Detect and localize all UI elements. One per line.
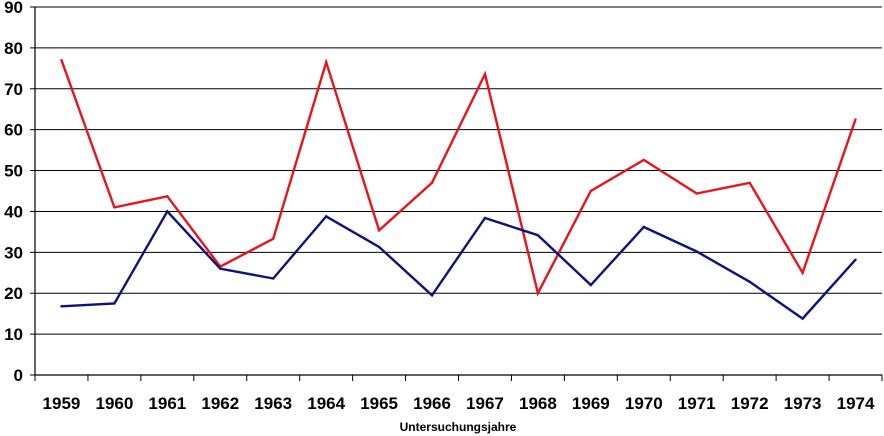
x-axis-ticks: 1959 1960 1961 1962 1963 1964 1965 1966 1967 1968… — [34, 375, 883, 413]
series-lines — [60, 58, 857, 321]
x-tick-label: 1962 — [201, 394, 239, 413]
data-point — [801, 317, 804, 320]
data-point — [113, 206, 116, 209]
y-tick-label: 50 — [4, 162, 23, 181]
data-point — [854, 118, 857, 121]
x-tick-label: 1959 — [43, 394, 81, 413]
x-tick-label: 1963 — [254, 394, 292, 413]
data-point — [536, 292, 540, 295]
series-line-2 — [61, 209, 857, 321]
data-point — [589, 283, 593, 287]
data-point — [430, 294, 434, 297]
data-point — [60, 58, 63, 62]
y-tick-label: 20 — [4, 284, 23, 303]
data-point — [748, 280, 751, 283]
data-point — [589, 189, 593, 193]
x-tick-label: 1970 — [625, 394, 663, 413]
data-point — [801, 271, 804, 274]
data-point — [377, 245, 381, 249]
x-tick-label: 1972 — [731, 394, 769, 413]
data-point — [324, 215, 328, 218]
series-line-1 — [60, 58, 857, 297]
data-point — [272, 237, 275, 241]
data-point — [324, 61, 328, 64]
data-point — [854, 258, 857, 261]
y-tick-label: 90 — [4, 0, 23, 17]
x-tick-label: 1971 — [678, 394, 716, 413]
y-axis-ticks: 0 10 20 30 40 50 60 70 80 90 — [4, 0, 35, 385]
x-tick-label: 1960 — [95, 394, 133, 413]
data-point — [536, 233, 540, 237]
y-tick-label: 30 — [4, 243, 23, 262]
x-tick-label: 1964 — [307, 394, 345, 413]
data-point — [748, 181, 751, 185]
y-tick-label: 60 — [4, 121, 23, 140]
data-point — [695, 192, 698, 195]
x-axis-label: Untersuchungsjahre — [400, 420, 517, 434]
data-point — [483, 216, 487, 220]
data-point — [166, 195, 169, 198]
data-point — [377, 229, 381, 232]
data-point — [219, 267, 222, 270]
x-tick-label: 1974 — [837, 394, 875, 413]
data-point — [166, 210, 169, 213]
data-point — [113, 302, 116, 305]
data-point — [430, 181, 434, 185]
data-point — [483, 72, 487, 76]
y-tick-label: 80 — [4, 39, 23, 58]
y-tick-label: 10 — [4, 325, 23, 344]
data-point — [695, 250, 698, 253]
y-tick-label: 70 — [4, 80, 23, 99]
x-tick-label: 1967 — [466, 394, 504, 413]
x-tick-label: 1968 — [519, 394, 557, 413]
y-tick-label: 0 — [14, 366, 23, 385]
data-point — [272, 277, 275, 280]
data-point — [642, 158, 645, 162]
y-tick-label: 40 — [4, 202, 23, 221]
x-tick-label: 1973 — [784, 394, 822, 413]
x-tick-label: 1965 — [360, 394, 398, 413]
data-point — [642, 225, 645, 229]
x-tick-label: 1969 — [572, 394, 610, 413]
data-point — [60, 305, 63, 308]
x-tick-label: 1961 — [148, 394, 186, 413]
x-tick-label: 1966 — [413, 394, 451, 413]
